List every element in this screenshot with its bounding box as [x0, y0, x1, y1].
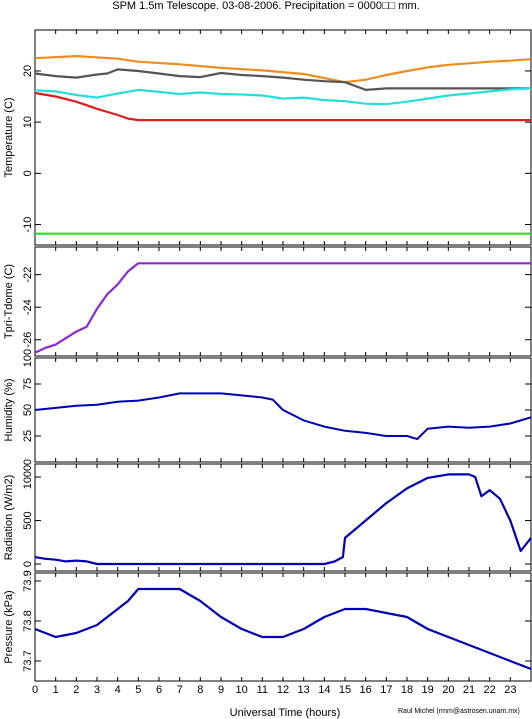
y-tick-label: 50 — [22, 404, 34, 416]
x-tick-label: 1 — [53, 684, 59, 696]
x-tick-label: 19 — [422, 684, 434, 696]
plot-frame — [34, 572, 532, 682]
y-tick-label: -22 — [22, 267, 34, 283]
panels: -10 0 10 20 Temperature (C) -26 -24 -22 Tpri-Tdo… — [3, 29, 532, 682]
y-tick-label: 20 — [22, 65, 34, 77]
y-tick-label: 25 — [22, 430, 34, 442]
x-tick-label: 22 — [484, 684, 496, 696]
figure-title: SPM 1.5m Telescope. 03-08-2006. Precipit… — [112, 0, 420, 12]
y-axis-label: Humidity (%) — [3, 379, 15, 442]
y-tick-label: 0 — [22, 561, 34, 567]
x-tick-label: 13 — [298, 684, 310, 696]
panel-4: 73.7 73.8 73.9 Pressure (kPa) — [3, 570, 532, 682]
y-tick-label: 0 — [22, 459, 34, 465]
y-tick-label: 10 — [22, 116, 34, 128]
y-tick-label: 73.9 — [22, 570, 34, 591]
series-line — [34, 587, 532, 671]
x-tick-label: 14 — [318, 684, 330, 696]
x-tick-label: 16 — [360, 684, 372, 696]
x-tick-label: 9 — [218, 684, 224, 696]
x-tick-labels: 0 1 2 3 4 5 6 7 8 9 10 11 12 13 14 15 16 17 18 19 20 21 22 23 — [32, 684, 517, 696]
x-tick-label: 11 — [257, 684, 268, 696]
y-axis-label: Tpri-Tdome (C) — [3, 264, 15, 339]
x-tick-label: 4 — [115, 684, 121, 696]
y-tick-label: 73.8 — [22, 610, 34, 631]
x-tick-label: 10 — [236, 684, 248, 696]
x-tick-label: 5 — [135, 684, 141, 696]
series-line — [34, 262, 531, 354]
y-axis-label: Temperature (C) — [3, 97, 15, 177]
y-tick-label: -24 — [22, 299, 34, 315]
y-tick-label: -10 — [22, 217, 34, 233]
x-tick-label: 20 — [442, 684, 454, 696]
x-tick-label: 6 — [156, 684, 162, 696]
x-axis-label: Universal Time (hours) — [230, 707, 341, 719]
series-line — [34, 54, 532, 84]
x-tick-label: 3 — [94, 684, 100, 696]
x-tick-label: 23 — [504, 684, 516, 696]
x-tick-label: 7 — [177, 684, 183, 696]
credit-text: Raul Michel (rmm@astrosen.unam.mx) — [398, 708, 520, 715]
series-line — [34, 473, 532, 566]
panel-0: -10 0 10 20 Temperature (C) — [3, 29, 532, 246]
x-tick-label: 12 — [277, 684, 289, 696]
x-tick-label: 17 — [380, 684, 392, 696]
panel-2: 0 25 50 75 100 Humidity (%) — [3, 349, 532, 465]
y-tick-label: -26 — [22, 332, 34, 348]
y-tick-label: 73.7 — [22, 650, 34, 671]
plot-frame — [34, 463, 532, 572]
x-tick-label: 8 — [197, 684, 203, 696]
x-tick-label: 18 — [401, 684, 413, 696]
panel-3: 0 500 1000 Radiation (W/m2) — [3, 463, 532, 572]
series-line — [34, 68, 531, 92]
y-tick-label: 0 — [22, 170, 34, 176]
y-tick-label: 500 — [22, 511, 34, 529]
y-tick-label: 1000 — [22, 465, 34, 489]
x-tick-label: 2 — [73, 684, 79, 696]
series-line — [34, 91, 531, 122]
series-line — [34, 87, 532, 106]
series-line — [34, 392, 532, 441]
plot-frame — [34, 29, 532, 246]
y-axis-label: Radiation (W/m2) — [3, 475, 15, 561]
x-tick-label: 0 — [32, 684, 38, 696]
x-tick-label: 15 — [339, 684, 351, 696]
y-tick-label: 75 — [22, 378, 34, 390]
y-tick-label: 100 — [22, 349, 34, 367]
x-tick-label: 21 — [463, 684, 475, 696]
panel-1: -26 -24 -22 Tpri-Tdome (C) — [3, 246, 532, 357]
y-axis-label: Pressure (kPa) — [3, 590, 15, 663]
